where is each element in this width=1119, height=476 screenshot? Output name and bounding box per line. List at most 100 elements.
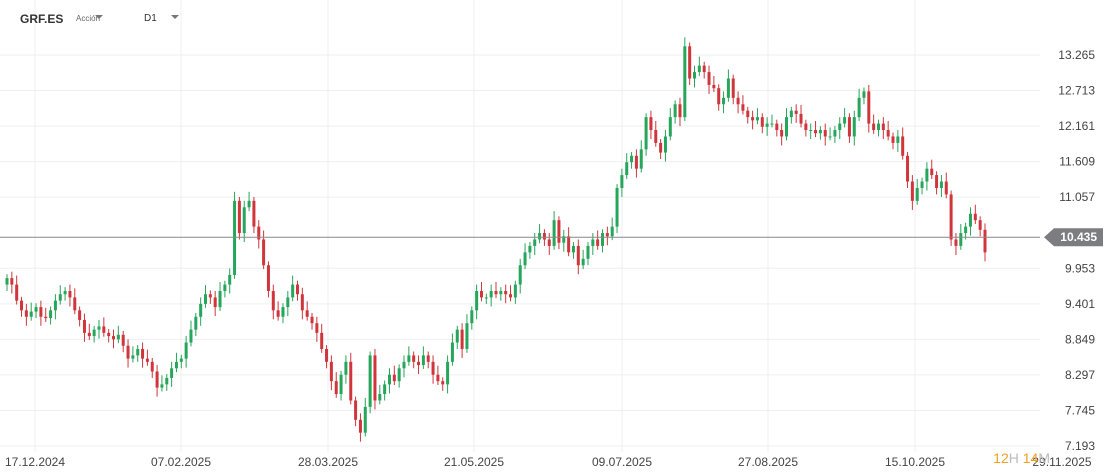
candle-body [659,142,663,153]
candle-body [509,294,513,298]
candle-body [397,368,401,382]
candle-body [499,291,503,295]
current-price-badge: 10.435 [1044,228,1103,247]
candle-body [349,361,353,401]
candle-layer [5,37,987,442]
candle-body [673,104,677,118]
countdown-minutes-unit: M [1038,450,1050,466]
instrument-type: Acción [76,14,101,23]
candle-body [305,310,309,317]
timeframe-selector[interactable]: D1 [144,13,157,24]
candle-body [334,381,338,395]
candle-body [194,316,198,330]
candle-body [475,291,479,311]
y-tick-label: 7.745 [1065,403,1095,417]
price-badge-shape [1044,228,1103,247]
candle-body [731,78,735,98]
candle-body [726,78,730,98]
y-tick-label: 9.953 [1065,261,1095,275]
candle-body [97,326,101,330]
candle-body [436,374,440,382]
candle-body [930,168,934,176]
candle-body [949,194,953,240]
candle-body [789,110,793,118]
y-tick-label: 7.193 [1065,439,1095,453]
x-tick-label: 07.02.2025 [151,455,211,469]
candle-body [325,348,329,362]
candle-body [407,355,411,362]
candle-body [683,46,687,118]
candle-body [809,130,813,132]
candle-body [639,149,643,169]
candle-body [378,394,382,401]
candle-body [213,297,217,308]
symbol-dropdown-icon[interactable] [95,15,103,19]
candle-body [804,123,808,131]
candle-body [693,72,697,79]
x-tick-label: 15.10.2025 [885,455,945,469]
candle-body [784,117,788,137]
candle-body [862,91,866,98]
candle-body [562,236,566,243]
candle-body [876,123,880,131]
candle-body [387,374,391,385]
candle-body [170,368,174,378]
candle-body [141,348,145,359]
candle-body [136,348,140,356]
x-tick-label: 17.12.2024 [5,455,65,469]
candle-body [910,181,914,201]
candle-body [605,233,609,237]
candle-body [964,226,968,234]
candle-body [160,384,164,388]
symbol-name[interactable]: GRF.ES [20,12,64,26]
candle-body [968,213,972,227]
candle-body [770,123,774,125]
candle-body [208,294,212,298]
candle-body [5,278,9,285]
candle-body [20,300,24,311]
y-tick-label: 11.609 [1059,155,1095,169]
candle-body [121,334,125,346]
candle-body [823,130,827,137]
candle-body [663,136,667,153]
countdown-minutes: 14 [1022,450,1039,466]
candle-body [920,181,924,188]
candle-body [300,294,304,311]
candle-body [402,361,406,369]
candle-body [935,175,939,188]
candle-body [978,220,982,230]
candle-body [39,307,43,317]
candle-body [363,406,367,433]
y-tick-label: 13.265 [1058,48,1095,62]
candle-body [184,342,188,359]
candle-body [426,355,430,362]
candle-body [470,310,474,324]
candle-body [92,329,96,337]
candle-body [843,117,847,124]
timeframe-dropdown-icon[interactable] [171,15,179,19]
candle-body [654,130,658,143]
candle-body [630,155,634,163]
countdown-hours: 12 [993,450,1009,466]
x-tick-label: 21.05.2025 [444,455,504,469]
candle-body [15,284,19,301]
candle-body [49,310,53,319]
candle-body [266,265,270,292]
candle-body [412,355,416,362]
y-tick-label: 11.057 [1059,190,1095,204]
candle-body [620,175,624,188]
candle-body [218,291,222,308]
candle-body [344,361,348,375]
y-axis: 13.265 12.713 12.161 11.609 11.057 9.953 9.401… [1058,48,1095,453]
candle-body [504,291,508,295]
candle-body [262,239,266,266]
candle-body [145,358,149,362]
candle-body [906,155,910,182]
candle-body [484,297,488,299]
y-tick-label: 8.849 [1065,332,1095,346]
candle-body [421,355,425,366]
candle-body [494,291,498,295]
candle-body [87,332,91,337]
candle-body [915,187,919,201]
